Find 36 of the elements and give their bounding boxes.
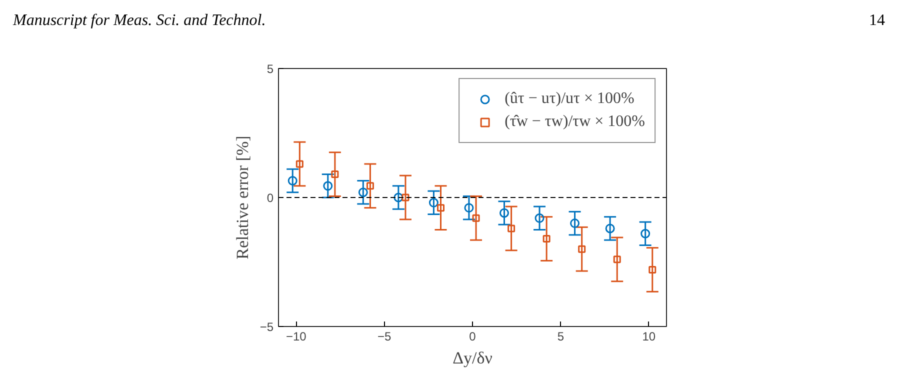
x-tick-label: −10 xyxy=(286,330,307,344)
y-tick-label: −5 xyxy=(260,320,274,334)
point xyxy=(358,188,368,198)
point xyxy=(499,208,509,218)
point xyxy=(613,256,621,264)
point xyxy=(296,160,304,168)
x-tick-label: 5 xyxy=(557,330,564,344)
point xyxy=(640,228,650,238)
point xyxy=(542,235,550,243)
point xyxy=(394,192,404,202)
point xyxy=(366,182,374,190)
point xyxy=(323,181,333,191)
point xyxy=(437,204,445,212)
point xyxy=(472,214,480,222)
point xyxy=(402,194,410,202)
x-tick-label: 0 xyxy=(469,330,476,344)
point xyxy=(570,218,580,228)
text: 14 xyxy=(869,11,885,31)
y-axis-title: Relative error [%] xyxy=(232,136,252,260)
x-tick-label: 10 xyxy=(642,330,656,344)
y-tick-label: 0 xyxy=(266,191,274,205)
legend-label: (ûτ − uτ)/uτ × 100% xyxy=(504,90,634,108)
point xyxy=(331,170,339,178)
point xyxy=(605,224,615,234)
point xyxy=(428,198,438,208)
point xyxy=(578,245,586,253)
x-axis-title: Δy/δν xyxy=(452,348,493,368)
x-tick-label: −5 xyxy=(377,330,392,344)
legend-label: (τ̂w − τw)/τw × 100% xyxy=(504,113,645,131)
y-tick-label: 5 xyxy=(266,62,274,76)
point xyxy=(288,176,298,186)
text: Manuscript for Meas. Sci. and Technol. xyxy=(13,11,266,31)
point xyxy=(464,203,474,213)
point xyxy=(534,213,544,223)
point xyxy=(508,224,516,232)
point xyxy=(648,266,656,274)
